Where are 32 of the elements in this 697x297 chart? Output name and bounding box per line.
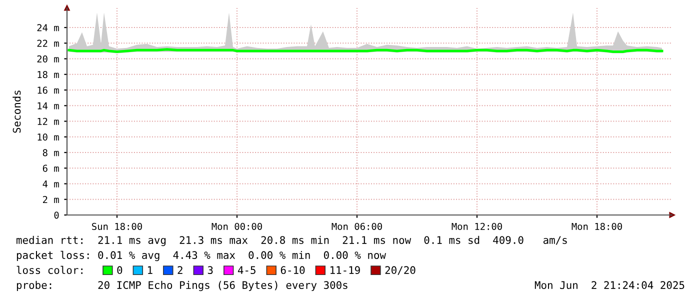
y-tick-label: 6 m	[42, 164, 59, 172]
text: packet loss: 0.01 % avg 4.43 % max 0.00 % min 0.00 % now	[16, 250, 386, 262]
legend-label: 11-19	[330, 266, 360, 274]
y-tick-label: 18 m	[38, 71, 59, 78]
y-tick-label: 20 m	[37, 55, 59, 63]
x-tick-label: Mon 06:00	[332, 222, 382, 230]
legend-label: 20/20	[385, 266, 416, 275]
y-tick-label: 24 m	[37, 24, 59, 32]
y-tick-label: 0	[54, 212, 59, 219]
y-tick-label: 14 m	[38, 102, 59, 110]
legend-label: 1	[148, 266, 152, 274]
y-tick-label: 4 m	[42, 180, 59, 188]
x-tick-label: Mon 12:00	[452, 222, 502, 230]
legend-label: 6-10	[280, 266, 305, 274]
legend-label: 3	[208, 266, 213, 274]
y-tick-label: 12 m	[38, 118, 59, 125]
x-tick-label: Mon 18:00	[572, 222, 622, 230]
text: probe: 20 ICMP Echo Pings (56 Bytes) every 300s	[16, 280, 348, 292]
y-tick-label: 8 m	[42, 149, 59, 156]
x-tick-label: Sun 18:00	[92, 222, 142, 230]
x-tick-label: Mon 00:00	[212, 222, 262, 230]
y-tick-label: 2 m	[43, 196, 59, 203]
y-tick-label: 22 m	[37, 40, 59, 47]
legend-label: 2	[178, 266, 182, 274]
text: Mon Jun 2 21:24:04 2025	[534, 281, 684, 290]
y-axis-title: Seconds	[12, 90, 21, 133]
text: median rtt: 21.1 ms avg 21.3 ms max 20.8 ms min 21.1 ms now 0.1 ms sd 409.0 am/s	[16, 236, 567, 246]
legend-label: 4-5	[238, 266, 256, 274]
legend-title: loss color:	[16, 266, 82, 274]
legend-label: 0	[117, 266, 122, 274]
y-tick-label: 10 m	[38, 133, 59, 141]
y-tick-label: 16 m	[38, 86, 59, 94]
